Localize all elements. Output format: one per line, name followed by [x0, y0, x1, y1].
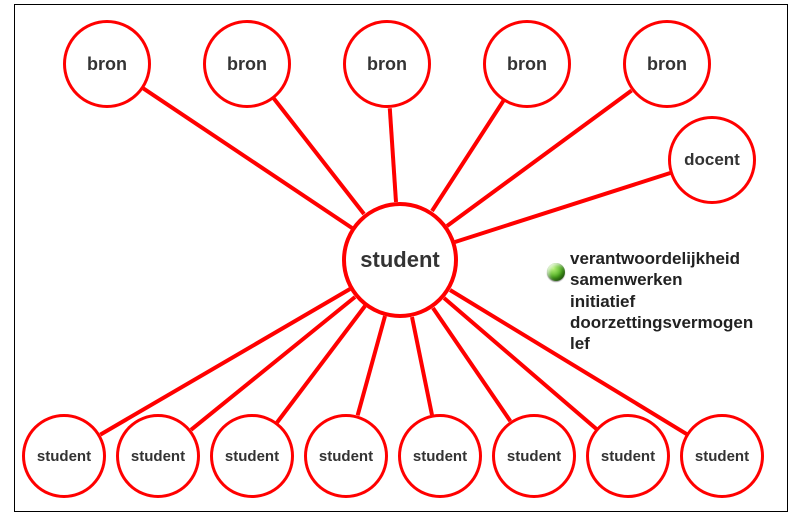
legend-item: initiatief — [570, 291, 753, 312]
node-label: bron — [87, 54, 127, 75]
node-stu4: student — [304, 414, 388, 498]
legend-item: verantwoordelijkheid — [570, 248, 753, 269]
node-bron1: bron — [63, 20, 151, 108]
node-stu2: student — [116, 414, 200, 498]
node-label: student — [319, 448, 373, 465]
node-bron4: bron — [483, 20, 571, 108]
node-stu5: student — [398, 414, 482, 498]
node-bron2: bron — [203, 20, 291, 108]
legend-item: doorzettingsvermogen — [570, 312, 753, 333]
node-label: docent — [684, 150, 740, 170]
node-label: student — [695, 448, 749, 465]
legend-item: lef — [570, 333, 753, 354]
node-label: student — [601, 448, 655, 465]
legend-item: samenwerken — [570, 269, 753, 290]
node-stu1: student — [22, 414, 106, 498]
node-label: student — [360, 247, 439, 273]
node-label: student — [507, 448, 561, 465]
node-label: student — [37, 448, 91, 465]
node-label: student — [225, 448, 279, 465]
center-node: student — [342, 202, 458, 318]
node-stu3: student — [210, 414, 294, 498]
node-label: bron — [227, 54, 267, 75]
node-label: student — [131, 448, 185, 465]
node-label: bron — [647, 54, 687, 75]
node-label: bron — [507, 54, 547, 75]
legend: verantwoordelijkheidsamenwerkeninitiatie… — [570, 248, 753, 354]
node-bron5: bron — [623, 20, 711, 108]
node-label: bron — [367, 54, 407, 75]
node-stu7: student — [586, 414, 670, 498]
node-label: student — [413, 448, 467, 465]
legend-bullet-icon — [547, 263, 565, 281]
node-docent: docent — [668, 116, 756, 204]
node-bron3: bron — [343, 20, 431, 108]
node-stu6: student — [492, 414, 576, 498]
node-stu8: student — [680, 414, 764, 498]
